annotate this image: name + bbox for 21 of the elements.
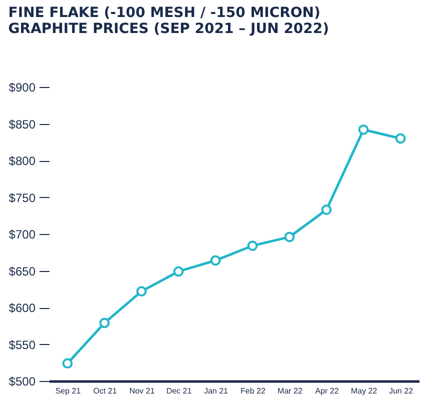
y-tick-label: $600 [8,301,36,315]
y-tick-label: $500 [8,374,36,388]
x-tick-label: Nov 21 [129,386,156,396]
x-tick-label: Dec 21 [166,386,192,396]
text: FINE FLAKE (-100 MESH / -150 MICRON) [8,5,320,21]
x-tick-label: Jun 22 [388,386,414,396]
x-tick-label: Mar 22 [278,386,303,396]
y-tick-label: $700 [8,228,36,242]
y-tick-label: $900 [8,80,36,94]
y-tick-label: $550 [8,338,36,352]
text: GRAPHITE PRICES (SEP 2021 – JUN 2022) [8,21,330,37]
x-tick-label: May 22 [350,386,378,396]
y-tick-label: $850 [8,117,36,132]
y-tick-label: $800 [8,154,36,168]
x-tick-label: Sep 21 [55,386,82,396]
x-tick-label: Apr 22 [315,386,340,396]
y-tick-label: $650 [8,264,36,278]
x-tick-label: Feb 22 [240,386,266,396]
y-tick-label: $750 [8,190,36,205]
x-tick-label: Oct 21 [93,386,118,396]
x-tick-label: Jan 21 [204,386,229,396]
